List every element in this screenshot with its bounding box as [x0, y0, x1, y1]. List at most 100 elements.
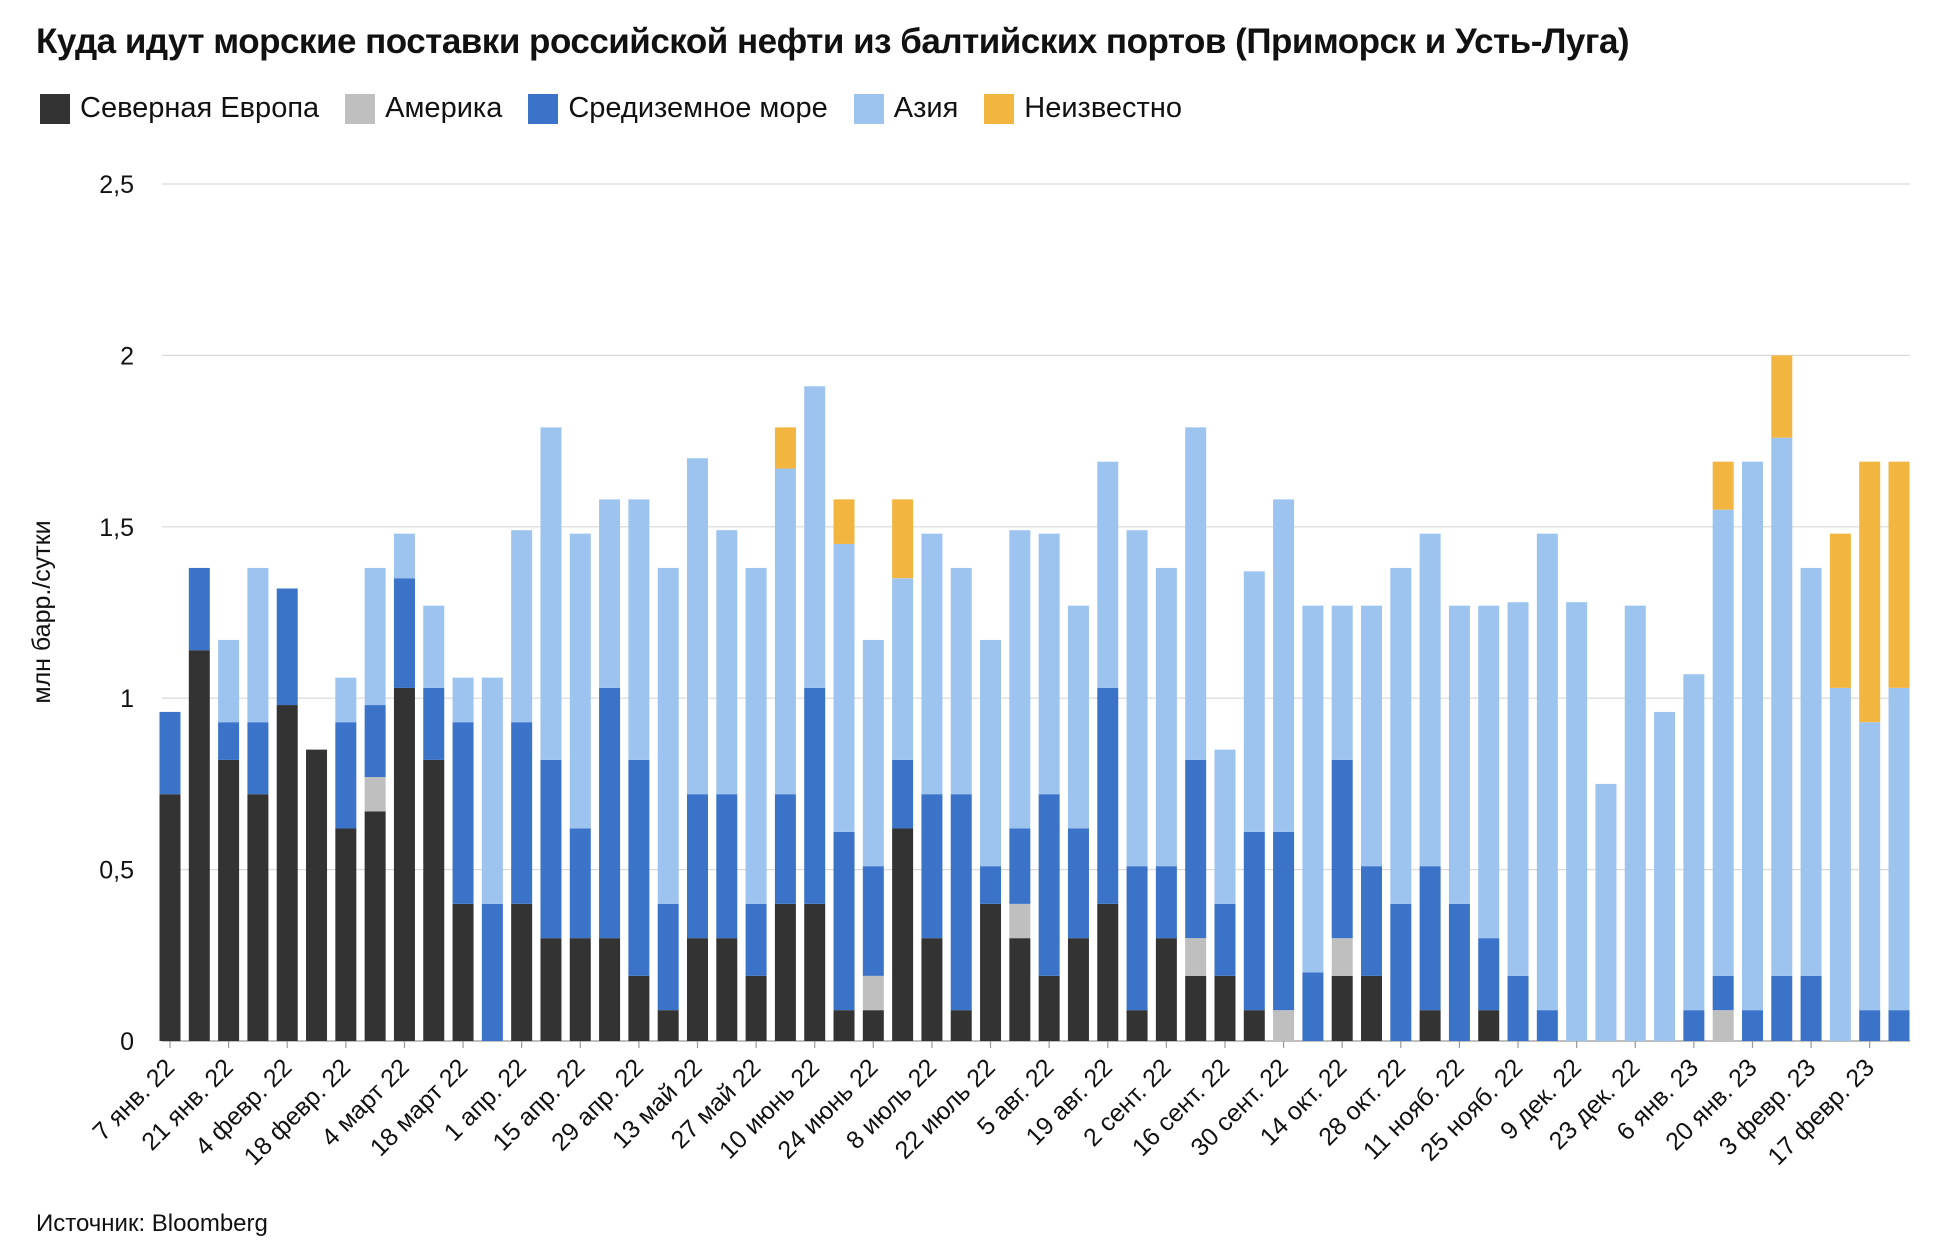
bar-segment — [745, 903, 767, 976]
legend-item: Неизвестно — [984, 92, 1182, 125]
legend-item: Америка — [345, 92, 502, 125]
bar-segment — [481, 677, 503, 904]
bar-segment — [921, 533, 943, 795]
bar-segment — [1302, 605, 1324, 973]
bar-segment — [1888, 687, 1910, 1011]
bar-segment — [569, 533, 591, 829]
y-tick-label: 2 — [120, 342, 134, 370]
bar-segment — [1712, 1010, 1734, 1041]
bar-segment — [511, 530, 533, 723]
bar-segment — [1185, 759, 1207, 939]
bar-segment — [1009, 530, 1031, 829]
bar-segment — [1361, 605, 1383, 867]
bar-segment — [657, 567, 679, 904]
bar-segment — [1859, 722, 1881, 1011]
bar-segment — [218, 759, 240, 1041]
legend-label: Северная Европа — [80, 92, 320, 124]
bar-segment — [393, 687, 415, 1041]
bar-segment — [745, 567, 767, 904]
bar-segment — [335, 828, 357, 1041]
bar-segment — [1800, 975, 1822, 1041]
bar-segment — [1155, 938, 1177, 1041]
bar-segment — [804, 687, 826, 904]
bar-segment — [1038, 794, 1060, 976]
legend-swatch — [345, 93, 376, 124]
bar-segment — [921, 938, 943, 1041]
bar-segment — [1331, 938, 1353, 976]
bar-segment — [247, 794, 269, 1041]
bar-segment — [423, 605, 445, 688]
bar-segment — [1331, 605, 1353, 760]
bar-segment — [511, 903, 533, 1041]
bar-segment — [1331, 975, 1353, 1041]
source-note: Источник: Bloomberg — [36, 1210, 268, 1237]
bar-segment — [1595, 783, 1617, 1041]
bar-segment — [774, 794, 796, 904]
bar-segment — [1771, 975, 1793, 1041]
bar-segment — [1126, 1010, 1148, 1041]
bar-segment — [1126, 866, 1148, 1011]
bar-segment — [335, 677, 357, 723]
bar-segment — [686, 458, 708, 795]
bar-segment — [481, 903, 503, 1041]
bar-segment — [188, 650, 210, 1041]
bar-segment — [950, 567, 972, 795]
legend-item: Северная Европа — [40, 92, 319, 125]
bar-segment — [1507, 975, 1529, 1041]
bar-segment — [1361, 975, 1383, 1041]
bar-segment — [1712, 975, 1734, 1011]
bar-segment — [804, 903, 826, 1041]
y-tick-label: 0 — [120, 1028, 134, 1056]
bar-segment — [628, 759, 650, 976]
y-axis-label: млн барр./сутки — [28, 520, 56, 703]
bar-segment — [1155, 567, 1177, 867]
legend-label: Неизвестно — [1024, 92, 1182, 124]
bar-segment — [540, 938, 562, 1041]
bar-segment — [657, 903, 679, 1011]
bar-segment — [540, 427, 562, 760]
bar-segment — [657, 1010, 679, 1041]
bar-segment — [276, 588, 298, 706]
bar-segment — [1448, 605, 1470, 904]
bar-segment — [159, 794, 181, 1041]
bar-segment — [1097, 903, 1119, 1041]
bar-segment — [306, 749, 328, 1041]
bar-segment — [980, 903, 1002, 1041]
bar-segment — [393, 578, 415, 688]
bar-segment — [1771, 437, 1793, 976]
bar-segment — [452, 903, 474, 1041]
chart-title: Куда идут морские поставки российской не… — [36, 22, 1630, 61]
bar-segment — [452, 722, 474, 904]
bar-segment — [1448, 903, 1470, 1041]
bar-segment — [1683, 1010, 1705, 1041]
bar-segment — [1390, 903, 1412, 1041]
legend-label: Азия — [893, 92, 959, 124]
bar-segment — [569, 938, 591, 1041]
bar-segment — [980, 866, 1002, 904]
bar-segment — [364, 567, 386, 706]
bar-segment — [1273, 499, 1295, 832]
bar-segment — [716, 530, 738, 795]
bar-segment — [1097, 461, 1119, 688]
legend-label: Америка — [385, 92, 503, 124]
bar-segment — [1009, 938, 1031, 1041]
bar-segment — [1273, 1010, 1295, 1041]
bar-segment — [1741, 461, 1763, 1011]
bar-segment — [892, 828, 914, 1041]
bar-segment — [1419, 866, 1441, 1011]
bar-segment — [1126, 530, 1148, 867]
bar-segment — [364, 811, 386, 1041]
bar-segment — [1331, 759, 1353, 939]
bar-segment — [1566, 602, 1588, 1041]
bar-segment — [1185, 975, 1207, 1041]
bar-segment — [1800, 567, 1822, 976]
y-tick-label: 0,5 — [99, 857, 134, 885]
bar-segment — [1038, 975, 1060, 1041]
bar-segment — [1155, 866, 1177, 939]
bar-segment — [774, 427, 796, 469]
bar-segment — [599, 938, 621, 1041]
bar-segment — [1536, 533, 1558, 1011]
bar-segment — [716, 938, 738, 1041]
bar-segment — [1214, 749, 1236, 904]
